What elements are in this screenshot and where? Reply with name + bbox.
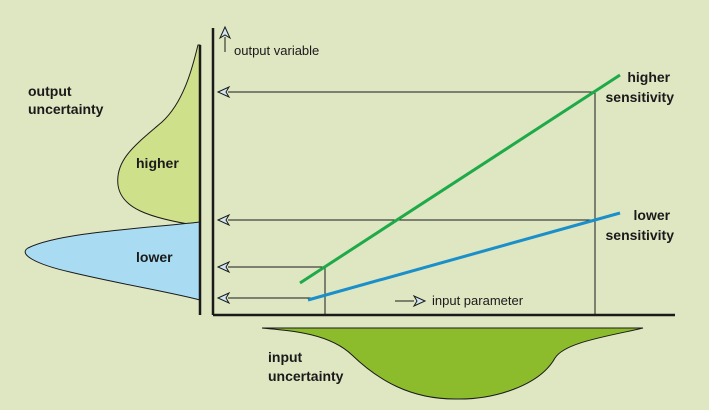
input-distribution xyxy=(261,327,644,400)
projection-lines xyxy=(228,91,596,315)
input-uncertainty-label: input uncertainty xyxy=(268,349,344,384)
higher-sensitivity-label: higher sensitivity xyxy=(606,69,675,105)
output-uncertainty-label: output uncertainty xyxy=(28,83,104,117)
higher-sensitivity-line xyxy=(299,73,621,285)
output-variable-label: output variable xyxy=(234,43,319,58)
axis-up-arrow-icon xyxy=(218,25,232,40)
higher-label: higher xyxy=(136,155,179,171)
lower-output-distribution xyxy=(24,221,201,301)
lower-sensitivity-line xyxy=(307,211,621,302)
lower-label: lower xyxy=(136,249,173,265)
lower-sensitivity-label: lower sensitivity xyxy=(606,207,675,243)
input-parameter-label: input parameter xyxy=(432,293,524,308)
projection-arrow-icon xyxy=(216,85,231,305)
higher-output-distribution xyxy=(117,44,201,227)
axis-right-arrow-icon xyxy=(412,294,427,308)
